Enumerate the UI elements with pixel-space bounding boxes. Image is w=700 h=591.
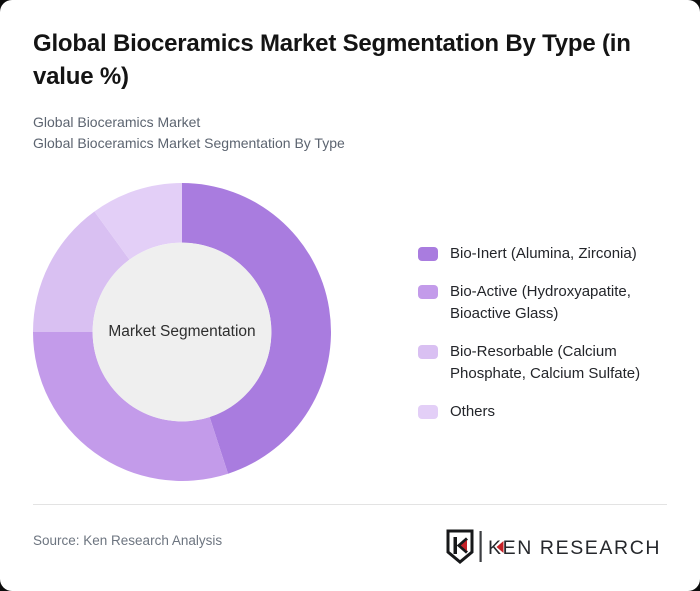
footer-divider xyxy=(33,504,667,505)
legend-item-bio-active: Bio-Active (Hydroxyapatite, Bioactive Gl… xyxy=(418,281,662,325)
legend-swatch-icon xyxy=(418,285,438,299)
donut-segment-0 xyxy=(182,183,331,474)
legend-swatch-icon xyxy=(418,247,438,261)
subtitle-line-1: Global Bioceramics Market xyxy=(33,114,201,130)
donut-center-hole xyxy=(92,242,272,422)
chart-legend: Bio-Inert (Alumina, Zirconia) Bio-Active… xyxy=(418,243,662,423)
legend-item-others: Others xyxy=(418,401,662,423)
chart-subtitle: Global Bioceramics Market Global Biocera… xyxy=(33,112,345,154)
subtitle-line-2: Global Bioceramics Market Segmentation B… xyxy=(33,135,345,151)
donut-svg xyxy=(33,183,331,481)
legend-label-bio-inert: Bio-Inert (Alumina, Zirconia) xyxy=(450,245,637,262)
legend-item-bio-resorbable: Bio-Resorbable (Calcium Phosphate, Calci… xyxy=(418,341,662,385)
source-text: Source: Ken Research Analysis xyxy=(33,533,223,548)
legend-item-bio-inert: Bio-Inert (Alumina, Zirconia) xyxy=(418,243,662,265)
donut-segment-2 xyxy=(33,211,130,332)
ken-research-logo: KEN RESEARCH xyxy=(446,529,661,564)
legend-swatch-icon xyxy=(418,405,438,419)
legend-label-bio-active: Bio-Active (Hydroxyapatite, Bioactive Gl… xyxy=(450,283,631,322)
donut-chart: Market Segmentation xyxy=(33,183,331,481)
ken-research-shield-icon xyxy=(446,529,474,564)
donut-segment-3 xyxy=(94,183,182,260)
legend-swatch-icon xyxy=(418,345,438,359)
legend-label-others: Others xyxy=(450,403,496,420)
legend-label-bio-resorbable: Bio-Resorbable (Calcium Phosphate, Calci… xyxy=(450,343,641,382)
page-title: Global Bioceramics Market Segmentation B… xyxy=(33,30,631,90)
logo-wordmark: KEN RESEARCH xyxy=(488,537,661,559)
logo-separator xyxy=(479,531,482,562)
logo-k-arrow-icon xyxy=(496,541,504,553)
donut-segment-1 xyxy=(33,332,229,481)
